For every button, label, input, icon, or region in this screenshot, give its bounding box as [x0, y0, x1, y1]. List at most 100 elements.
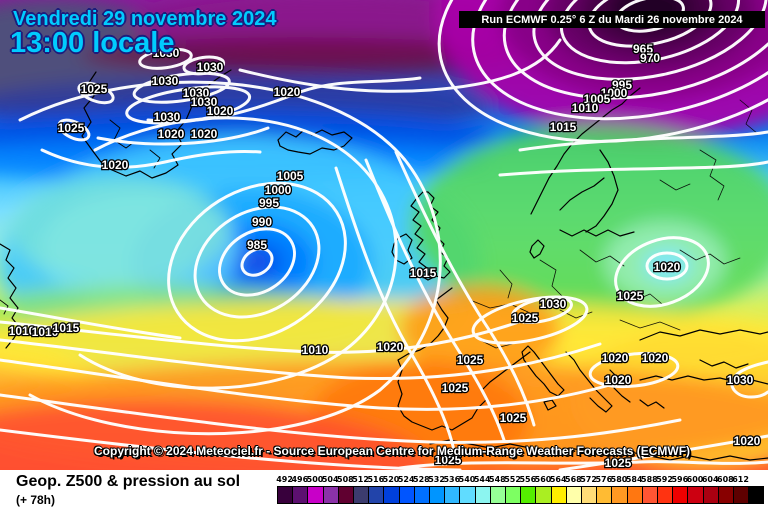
- pressure-label: 1025: [605, 456, 632, 470]
- geopotential-pressure-map: 1030 1030 1030 1030 1030 1020 1030 1025 1025 1020…: [0, 0, 768, 470]
- legend-value: 596: [671, 475, 689, 484]
- model-run-text: Run ECMWF 0.25° 6 Z du Mardi 26 novembre…: [481, 13, 743, 26]
- forecast-valid-time: 13:00 locale: [10, 27, 175, 59]
- legend-color-box: [413, 486, 430, 504]
- legend-color-box: [535, 486, 552, 504]
- pressure-label: 1030: [152, 74, 179, 88]
- legend-value: 592: [656, 475, 673, 484]
- pressure-label: 970: [640, 51, 660, 65]
- pressure-label: 1025: [500, 411, 527, 425]
- legend-value: 496: [291, 475, 309, 484]
- pressure-label: 1020: [158, 127, 185, 141]
- pressure-label: 1025: [58, 121, 85, 135]
- copyright-text: Copyright © 2024 Meteociel.fr - Source E…: [94, 444, 691, 458]
- pressure-label: 1030: [540, 297, 567, 311]
- pressure-label: 1030: [727, 373, 754, 387]
- pressure-label: 1020: [207, 104, 234, 118]
- pressure-label: 1025: [617, 289, 644, 303]
- pressure-label: 1020: [605, 373, 632, 387]
- pressure-label: 990: [252, 215, 272, 229]
- legend-value: 516: [367, 475, 385, 484]
- legend-color-box: [748, 486, 765, 504]
- legend-color-box: [474, 486, 491, 504]
- legend-color-box: [307, 486, 324, 504]
- legend-value: 508: [337, 475, 354, 484]
- legend-color-box: [353, 486, 370, 504]
- legend-color-box: [337, 486, 354, 504]
- legend-color-box: [444, 486, 461, 504]
- legend-color-box: [596, 486, 613, 504]
- legend-value: 504: [321, 475, 339, 484]
- pressure-label: 1010: [302, 343, 329, 357]
- legend-color-box: [429, 486, 446, 504]
- legend-color-box: [292, 486, 309, 504]
- lead-time: (+ 78h): [16, 493, 56, 507]
- pressure-label: 1020: [102, 158, 129, 172]
- legend-value: 556: [519, 475, 537, 484]
- pressure-label: 1030: [183, 86, 210, 100]
- pressure-label: 1020: [642, 351, 669, 365]
- pressure-label: 1010: [572, 101, 599, 115]
- legend-value: 604: [701, 475, 719, 484]
- legend-value: 520: [382, 475, 400, 484]
- isobar-contours: [0, 0, 768, 470]
- footer-bar: Geop. Z500 & pression au sol (+ 78h) 492…: [0, 470, 768, 512]
- legend-value: 540: [458, 475, 476, 484]
- legend-value: 576: [595, 475, 613, 484]
- legend-value: 548: [489, 475, 506, 484]
- pressure-label: 1020: [654, 260, 681, 274]
- pressure-label: 995: [612, 78, 632, 92]
- model-run-bar: Run ECMWF 0.25° 6 Z du Mardi 26 novembre…: [459, 11, 765, 28]
- pressure-label: 1030: [153, 46, 180, 60]
- pressure-label: 1030: [197, 60, 224, 74]
- pressure-label: 1025: [435, 453, 462, 467]
- legend-color-box: [368, 486, 385, 504]
- legend-color-box: [611, 486, 628, 504]
- legend-color-box: [277, 486, 294, 504]
- pressure-label: 1020: [191, 127, 218, 141]
- product-title: Geop. Z500 & pression au sol: [16, 473, 241, 490]
- pressure-label: 1030: [191, 95, 218, 109]
- legend-value: 528: [413, 475, 430, 484]
- legend-color-box: [626, 486, 643, 504]
- legend-value: 588: [641, 475, 658, 484]
- pressure-label: 1025: [457, 353, 484, 367]
- legend-color-box: [641, 486, 658, 504]
- legend-color-box: [398, 486, 415, 504]
- legend-color-box: [550, 486, 567, 504]
- legend-value: 532: [428, 475, 445, 484]
- pressure-label: 985: [247, 238, 267, 252]
- legend-color-box: [702, 486, 719, 504]
- legend-color-box: [520, 486, 537, 504]
- legend-color-box: [733, 486, 750, 504]
- legend-value: 612: [732, 475, 749, 484]
- pressure-label: 1025: [442, 381, 469, 395]
- pressure-label: 1030: [154, 110, 181, 124]
- legend-value: 608: [717, 475, 734, 484]
- legend-value: 492: [276, 475, 293, 484]
- pressure-label: 965: [633, 42, 653, 56]
- legend-value: 552: [504, 475, 521, 484]
- pressure-label: 1025: [81, 82, 108, 96]
- pressure-label: 995: [259, 196, 279, 210]
- pressure-label: 1020: [602, 351, 629, 365]
- z500-color-field: [0, 0, 768, 470]
- legend-color-box: [687, 486, 704, 504]
- pressure-label: 1020: [274, 85, 301, 99]
- legend-value: 524: [397, 475, 415, 484]
- legend-color-box: [322, 486, 339, 504]
- pressure-label: 1005: [277, 169, 304, 183]
- z500-color-legend: 492 496 500 504 508 512 516 520 524 528 532 536 540 5…: [276, 470, 768, 512]
- legend-color-box: [657, 486, 674, 504]
- legend-value: 560: [534, 475, 552, 484]
- pressure-label: 1020: [377, 340, 404, 354]
- forecast-valid-date: Vendredi 29 novembre 2024: [13, 8, 277, 30]
- pressure-label: 1005: [584, 92, 611, 106]
- legend-color-box: [489, 486, 506, 504]
- legend-value: 600: [686, 475, 704, 484]
- pressure-label: 1015: [550, 120, 577, 134]
- legend-color-box: [717, 486, 734, 504]
